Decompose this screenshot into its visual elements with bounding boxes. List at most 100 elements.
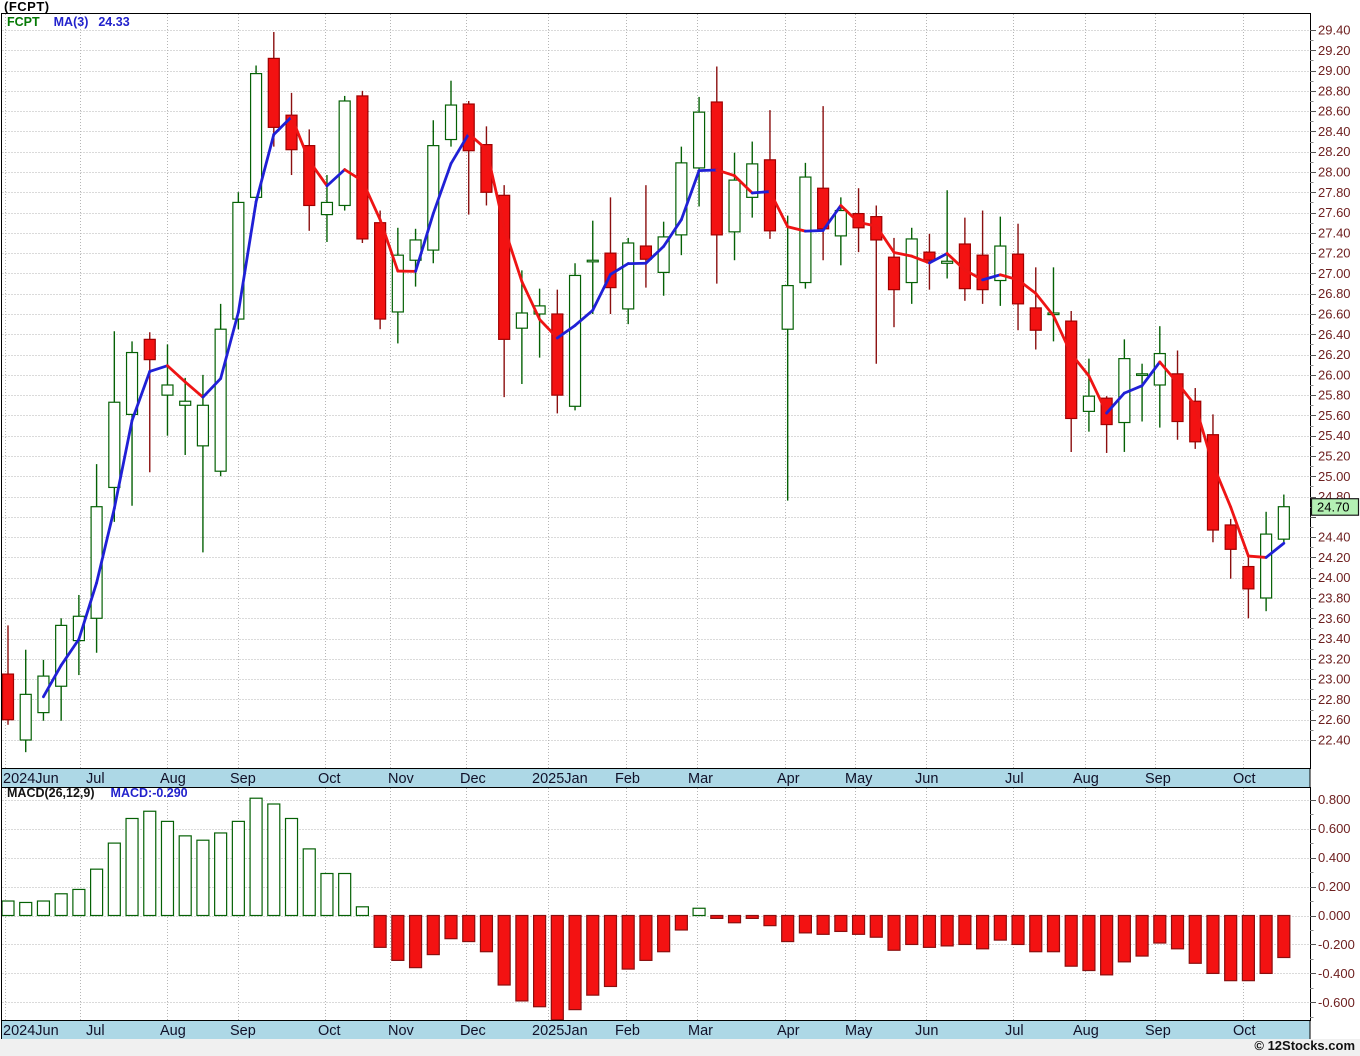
ma-segment (343, 168, 364, 183)
ma-segment (77, 581, 98, 641)
macd-bar (1277, 914, 1291, 959)
macd-bar (532, 914, 547, 1008)
macd-bar (426, 914, 440, 956)
macd-bar (958, 914, 972, 946)
macd-bar (267, 803, 281, 917)
ma-segment (1105, 391, 1126, 415)
macd-bar (89, 868, 104, 917)
candle-body-up (746, 163, 759, 198)
candle-body-down (143, 338, 156, 361)
macd-axis-label: -0.200 (1318, 937, 1355, 952)
ma-segment (1158, 360, 1179, 385)
candle-body-up (391, 254, 404, 313)
month-label: Apr (777, 1023, 800, 1039)
macd-bar (993, 914, 1007, 941)
ma-segment (112, 419, 134, 510)
ma-segment (201, 377, 223, 399)
candle-body-down (356, 95, 369, 240)
price-axis-label: 26.60 (1318, 306, 1351, 321)
candle-body-up (214, 328, 227, 472)
month-label: Jul (1005, 771, 1024, 787)
macd-bar (869, 914, 883, 938)
ma-segment (1193, 404, 1215, 466)
ma-segment (644, 244, 666, 265)
price-axis-label: 24.20 (1318, 550, 1351, 565)
macd-axis-label: 0.000 (1318, 908, 1351, 923)
price-axis-label: 24.00 (1318, 570, 1351, 585)
macd-bar (462, 914, 476, 943)
ma-segment (857, 220, 878, 228)
price-axis-label: 23.60 (1318, 611, 1351, 626)
candle-body-up (568, 274, 582, 407)
macd-bar (639, 914, 653, 961)
macd-axis-label: 0.600 (1318, 821, 1351, 836)
candle-body-up (249, 73, 263, 198)
ma-segment (679, 169, 701, 222)
month-label: Sep (230, 1023, 256, 1039)
macd-bar (816, 914, 830, 935)
candle-body-up (320, 201, 334, 216)
ma-segment (1052, 314, 1073, 356)
ma-segment (786, 225, 807, 233)
macd-bar (479, 914, 494, 953)
macd-bar (54, 893, 68, 917)
candle-body-up (161, 384, 174, 396)
price-axis-label: 29.20 (1318, 43, 1351, 58)
ma-value: 24.33 (98, 15, 130, 29)
month-label: Feb (615, 771, 640, 787)
macd-bar (922, 914, 937, 948)
ma-segment (360, 179, 382, 222)
candle-body-down (303, 145, 316, 207)
candle-body-up (657, 236, 670, 274)
price-axis-label: 29.40 (1318, 22, 1351, 37)
month-label: Jun (915, 1023, 938, 1039)
ma-segment (733, 174, 754, 195)
ma-segment (1176, 381, 1197, 408)
macd-bar (550, 914, 564, 1021)
ma-segment (183, 380, 205, 399)
ma-segment (998, 273, 1020, 282)
ma-segment (1087, 374, 1109, 415)
price-axis-label: 23.40 (1318, 631, 1351, 646)
month-label: Dec (460, 771, 486, 787)
ma-segment (928, 252, 949, 265)
ma-segment (59, 637, 81, 667)
ma-segment (1229, 505, 1250, 558)
candle-body-up (675, 162, 688, 236)
ma-segment (1140, 360, 1162, 388)
candle-body-down (551, 313, 564, 396)
candle-body-down (498, 194, 511, 340)
macd-bar (568, 914, 582, 1011)
ma-segment (697, 168, 719, 173)
macd-bar (231, 820, 245, 917)
ma-segment (378, 218, 400, 273)
ma-segment (945, 252, 967, 272)
macd-bar (1, 900, 15, 917)
month-label: Oct (1233, 771, 1256, 787)
candle-body-down (1029, 307, 1042, 331)
price-axis-label: 27.60 (1318, 205, 1351, 220)
ma-segment (1034, 291, 1055, 318)
candle-body-down (1065, 320, 1078, 420)
macd-bar (1100, 914, 1114, 976)
ma-segment (467, 132, 488, 151)
ma-segment (520, 280, 541, 321)
candle-body-up (196, 404, 210, 447)
price-axis-label: 25.20 (1318, 448, 1351, 463)
price-axis-label: 28.00 (1318, 164, 1351, 179)
symbol-label: FCPT (7, 15, 40, 29)
ma-segment (1016, 278, 1038, 295)
month-label: Sep (1145, 1023, 1171, 1039)
month-label: Feb (615, 1023, 640, 1039)
price-axis-label: 27.00 (1318, 266, 1351, 281)
price-axis-label: 29.00 (1318, 63, 1351, 78)
candle-body-up (622, 242, 635, 310)
candle-body-down (1171, 373, 1184, 423)
month-label: Jul (86, 771, 105, 787)
candle-body-up (834, 209, 847, 237)
macd-bar (214, 832, 228, 917)
month-label: Jun (915, 771, 938, 787)
macd-bar (320, 872, 334, 917)
price-chart-legend: FCPT MA(3) 24.33 (7, 15, 130, 29)
candle-body-up (941, 260, 954, 264)
